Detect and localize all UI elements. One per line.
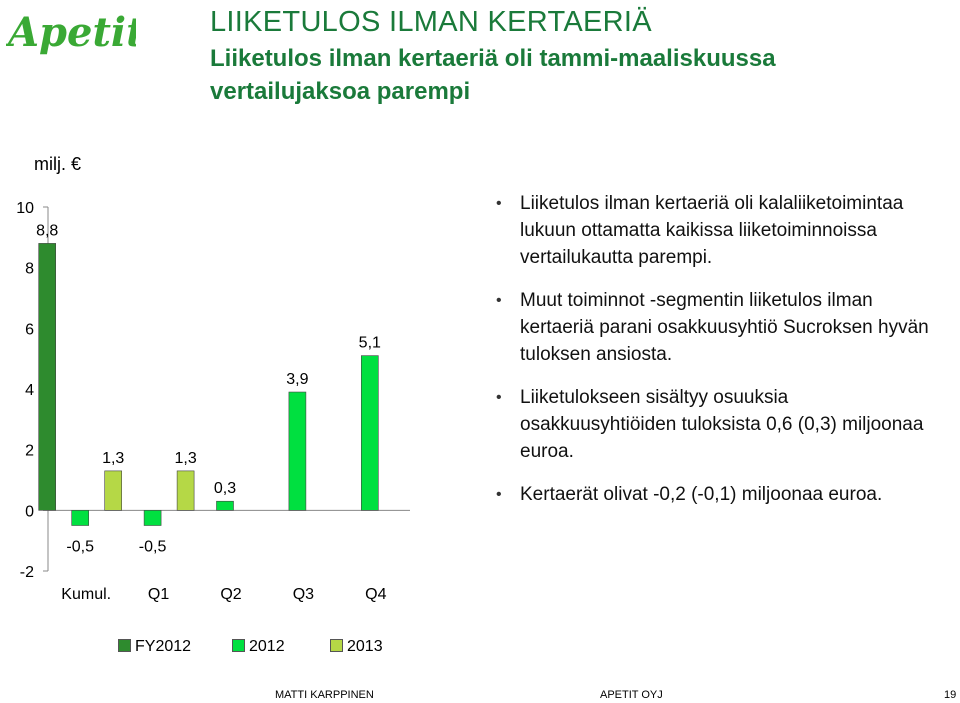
- legend-item-fy2012: FY2012: [118, 638, 191, 656]
- apetit-logo: Apetit: [6, 9, 136, 56]
- bar-2012-kumul: [71, 510, 89, 526]
- footer-company: APETIT OYJ: [600, 689, 663, 701]
- data-label: 8,8: [36, 222, 58, 239]
- data-label: -0,5: [139, 539, 167, 556]
- bullet-list: Liiketulos ilman kertaeriä oli kalaliike…: [492, 190, 932, 524]
- legend-label: FY2012: [135, 638, 192, 655]
- bar-2012-q3: [288, 391, 307, 511]
- bullet-item: Muut toiminnot -segmentin liiketulos ilm…: [492, 287, 932, 368]
- y-tick-label: -2: [20, 564, 34, 581]
- y-tick-label: 10: [16, 200, 34, 217]
- legend-label: 2013: [347, 638, 383, 655]
- bar-2012-q4: [360, 355, 379, 511]
- bar-chart: -2 0 2 4 6 8 108,8 -0,5 1,3 Kumul. -0,5 1,3 Q1 0,3 Q2 3…: [16, 200, 410, 603]
- logo-text: Apetit: [6, 9, 136, 56]
- y-tick-label: 8: [25, 261, 34, 278]
- legend-item-2012: 2012: [232, 638, 285, 656]
- legend-swatch: [118, 639, 131, 653]
- bar-2012-q2: [216, 500, 234, 511]
- footer-page-number: 19: [944, 689, 957, 701]
- x-category-label: Q3: [293, 586, 314, 603]
- bar-2013-q1: [176, 470, 195, 511]
- x-category-label: Q4: [365, 586, 386, 603]
- bar-2013-kumul: [104, 470, 122, 511]
- data-label: 5,1: [359, 335, 381, 352]
- y-tick-label: 2: [25, 443, 34, 460]
- bullet-item: Liiketulokseen sisältyy osuuksia osakkuu…: [492, 384, 932, 465]
- legend-swatch: [232, 639, 245, 653]
- data-label: 0,3: [214, 480, 236, 497]
- x-category-label: Kumul.: [61, 586, 111, 603]
- y-tick-label: 6: [25, 321, 34, 338]
- bullet-item: Kertaerät olivat -0,2 (-0,1) miljoonaa e…: [492, 481, 932, 508]
- bar-fy2012-kumul: [38, 243, 57, 511]
- data-label: 1,3: [102, 450, 124, 467]
- data-label: 3,9: [286, 371, 308, 388]
- chart-unit-label: milj. €: [34, 154, 82, 174]
- page-subtitle: Liiketulos ilman kertaeriä oli tammi-maa…: [210, 45, 776, 105]
- page-title: LIIKETULOS ILMAN KERTAERIÄ: [210, 6, 652, 38]
- bullet-item: Liiketulos ilman kertaeriä oli kalaliike…: [492, 190, 932, 271]
- legend-swatch: [330, 639, 343, 653]
- data-label: 1,3: [174, 450, 196, 467]
- footer-presenter: MATTI KARPPINEN: [275, 689, 374, 701]
- legend-label: 2012: [249, 638, 285, 655]
- y-tick-label: 0: [25, 503, 34, 520]
- x-category-label: Q2: [220, 586, 241, 603]
- legend-item-2013: 2013: [330, 638, 383, 656]
- x-category-label: Q1: [148, 586, 169, 603]
- bar-2012-q1: [143, 510, 162, 526]
- y-tick-label: 4: [25, 382, 34, 399]
- data-label: -0,5: [66, 539, 94, 556]
